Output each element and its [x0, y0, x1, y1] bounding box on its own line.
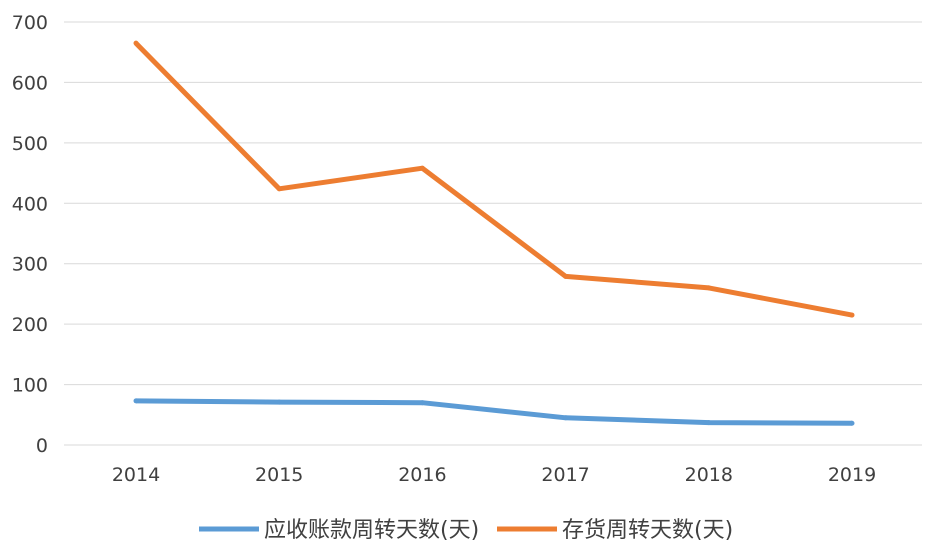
legend: 应收账款周转天数(天) 存货周转天数(天)	[199, 518, 733, 543]
y-tick-label: 0	[36, 435, 48, 457]
y-tick-label: 500	[12, 133, 48, 155]
y-tick-label: 700	[12, 12, 48, 34]
series-lines	[133, 40, 855, 426]
y-tick-label: 400	[12, 193, 48, 215]
x-tick-label: 2016	[398, 464, 446, 486]
y-axis-tick-labels: 0 100 200 300 400 500 600 700	[12, 12, 48, 457]
legend-label: 存货周转天数(天)	[562, 518, 733, 543]
legend-item-1: 存货周转天数(天)	[497, 518, 733, 543]
x-tick-label: 2014	[112, 464, 160, 486]
data-point-series-0-2016	[419, 400, 425, 406]
y-tick-label: 600	[12, 72, 48, 94]
x-tick-label: 2019	[828, 464, 876, 486]
data-point-series-1-2019	[849, 312, 855, 318]
x-axis-tick-labels: 2014 2015 2016 2017 2018 2019	[112, 464, 876, 486]
data-point-series-1-2018	[706, 285, 712, 291]
y-tick-label: 200	[12, 314, 48, 336]
data-point-series-1-2014	[133, 40, 139, 46]
gridlines	[64, 21, 922, 446]
series-line-0	[135, 398, 853, 426]
data-point-series-0-2019	[849, 420, 855, 426]
data-point-series-1-2016	[419, 165, 425, 171]
legend-item-0: 应收账款周转天数(天)	[199, 518, 479, 543]
data-point-series-0-2015	[276, 399, 282, 405]
data-point-series-0-2014	[133, 398, 139, 404]
x-tick-label: 2017	[541, 464, 589, 486]
x-tick-label: 2015	[255, 464, 303, 486]
y-tick-label: 300	[12, 254, 48, 276]
data-point-series-0-2017	[563, 415, 569, 421]
data-point-series-1-2015	[276, 186, 282, 192]
y-tick-label: 100	[12, 375, 48, 397]
legend-label: 应收账款周转天数(天)	[264, 518, 479, 543]
data-point-series-0-2018	[706, 420, 712, 426]
x-tick-label: 2018	[685, 464, 733, 486]
series-line-1	[134, 41, 853, 318]
data-point-series-1-2017	[563, 273, 569, 279]
